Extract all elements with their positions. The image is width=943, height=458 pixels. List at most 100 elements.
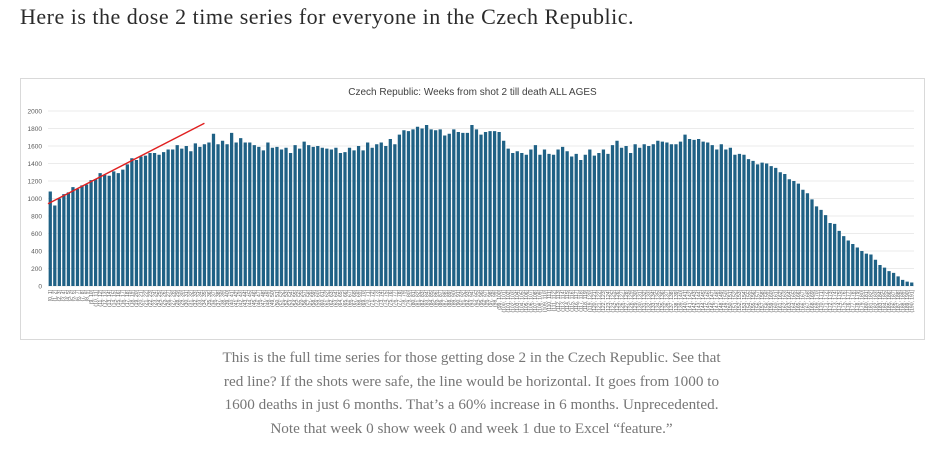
bar — [860, 251, 864, 286]
x-tick-label: (126, 127] — [619, 289, 625, 312]
x-tick-label: (120, 121] — [592, 289, 598, 312]
y-tick-label: 1200 — [28, 179, 43, 186]
x-tick-label: (50, 51] — [275, 289, 281, 307]
x-tick-label: (165, 166] — [796, 289, 802, 312]
bar — [751, 160, 755, 286]
x-tick-label: (88, 89] — [447, 289, 453, 307]
bar — [801, 189, 805, 286]
x-tick-label: (172, 173] — [828, 289, 834, 312]
bar — [211, 133, 216, 286]
x-tick-label: (116, 117] — [574, 289, 580, 311]
bar — [842, 236, 846, 286]
x-tick-label: (23, 24] — [152, 289, 158, 307]
bar — [492, 131, 497, 286]
bar — [778, 172, 782, 286]
bar — [252, 145, 256, 286]
bar — [107, 175, 111, 286]
bar — [393, 144, 397, 286]
bar — [279, 149, 284, 286]
bar — [275, 146, 279, 286]
bar — [737, 153, 742, 286]
x-tick-label: (185, 186] — [887, 289, 893, 312]
x-tick-label: (162, 163] — [783, 289, 789, 312]
x-tick-label: (106, 107] — [529, 289, 535, 312]
x-tick-label: (160, 161] — [774, 289, 780, 312]
bar — [529, 149, 533, 286]
x-tick-label: (42, 43] — [238, 289, 244, 307]
bar — [207, 142, 211, 286]
x-tick-label: (178, 179] — [855, 289, 861, 312]
bar — [638, 147, 642, 286]
bar — [270, 147, 275, 286]
x-tick-label: (90, 91] — [456, 289, 462, 307]
bar — [62, 194, 66, 286]
x-tick-label: (167, 168] — [805, 289, 811, 312]
bar — [615, 140, 619, 286]
x-tick-label: (145, 146] — [706, 289, 712, 312]
caption-line: red line? If the shots were safe, the li… — [223, 372, 720, 390]
bar — [48, 191, 52, 286]
bar — [198, 146, 202, 286]
y-axis-ticks: 0 200 400 600 800 1000 1200 1400 1600 1800 2000 — [28, 109, 43, 291]
bar — [103, 174, 107, 286]
x-tick-label: (174, 175] — [837, 289, 843, 312]
bar — [261, 150, 265, 286]
x-tick-label: (124, 125] — [610, 289, 616, 312]
bar — [502, 140, 506, 286]
bar — [864, 253, 869, 286]
x-tick-label: (118, 119] — [583, 289, 589, 311]
y-tick-label: 2000 — [28, 109, 43, 116]
x-tick-label: (87, 88] — [443, 289, 449, 307]
x-tick-label: (38, 39] — [220, 289, 226, 307]
x-tick-label: [0, 1] — [48, 289, 54, 301]
page-heading: Here is the dose 2 time series for every… — [20, 4, 634, 29]
bar — [452, 129, 456, 286]
figure-caption: This is the full time series for those g… — [140, 346, 803, 440]
x-tick-label: (65, 66] — [343, 289, 349, 307]
x-tick-label: (134, 135] — [656, 289, 662, 312]
bar — [189, 151, 193, 286]
x-tick-label: (43, 44] — [243, 289, 249, 307]
x-tick-label: (129, 130] — [633, 289, 639, 312]
bar — [234, 142, 238, 286]
bar — [846, 240, 850, 286]
x-tick-label: (138, 139] — [674, 289, 680, 312]
x-tick-label: (56, 57] — [302, 289, 308, 307]
x-tick-label: (168, 169] — [810, 289, 816, 312]
x-tick-label: (19, 20] — [134, 289, 140, 307]
bar — [828, 223, 832, 286]
bar — [298, 148, 302, 286]
bar — [774, 167, 778, 286]
bar — [601, 149, 606, 286]
x-tick-label: (27, 28] — [170, 289, 176, 307]
bar — [542, 149, 547, 286]
y-tick-label: 1800 — [28, 126, 43, 133]
bar — [98, 173, 102, 286]
x-tick-label: (157, 158] — [760, 289, 766, 312]
x-tick-label: (119, 120] — [588, 289, 594, 312]
bar — [443, 135, 447, 286]
y-tick-label: 400 — [31, 249, 42, 256]
bar — [642, 144, 646, 286]
bar — [551, 154, 556, 286]
x-tick-label: (41, 42] — [234, 289, 240, 307]
x-tick-label: (44, 45] — [248, 289, 254, 307]
bar — [905, 281, 909, 286]
x-tick-label: (166, 167] — [801, 289, 807, 312]
bar — [719, 144, 723, 286]
x-tick-label: (35, 36] — [207, 289, 213, 307]
bar — [742, 154, 746, 286]
x-tick-label: (159, 160] — [769, 289, 775, 312]
bar — [243, 142, 247, 286]
bar — [75, 188, 80, 286]
x-tick-label: (40, 41] — [229, 289, 235, 307]
x-tick-label: (70, 71] — [365, 289, 371, 307]
x-tick-label: (183, 184] — [878, 289, 884, 312]
bar — [565, 151, 569, 286]
x-tick-label: (152, 153] — [737, 289, 743, 312]
x-tick-label: (60, 61] — [320, 289, 326, 307]
chart-title: Czech Republic: Weeks from shot 2 till d… — [348, 87, 597, 98]
x-tick-label: (105, 106] — [524, 289, 530, 312]
x-tick-label: (101, 102] — [506, 289, 512, 312]
x-tick-label: (115, 116] — [569, 289, 575, 311]
